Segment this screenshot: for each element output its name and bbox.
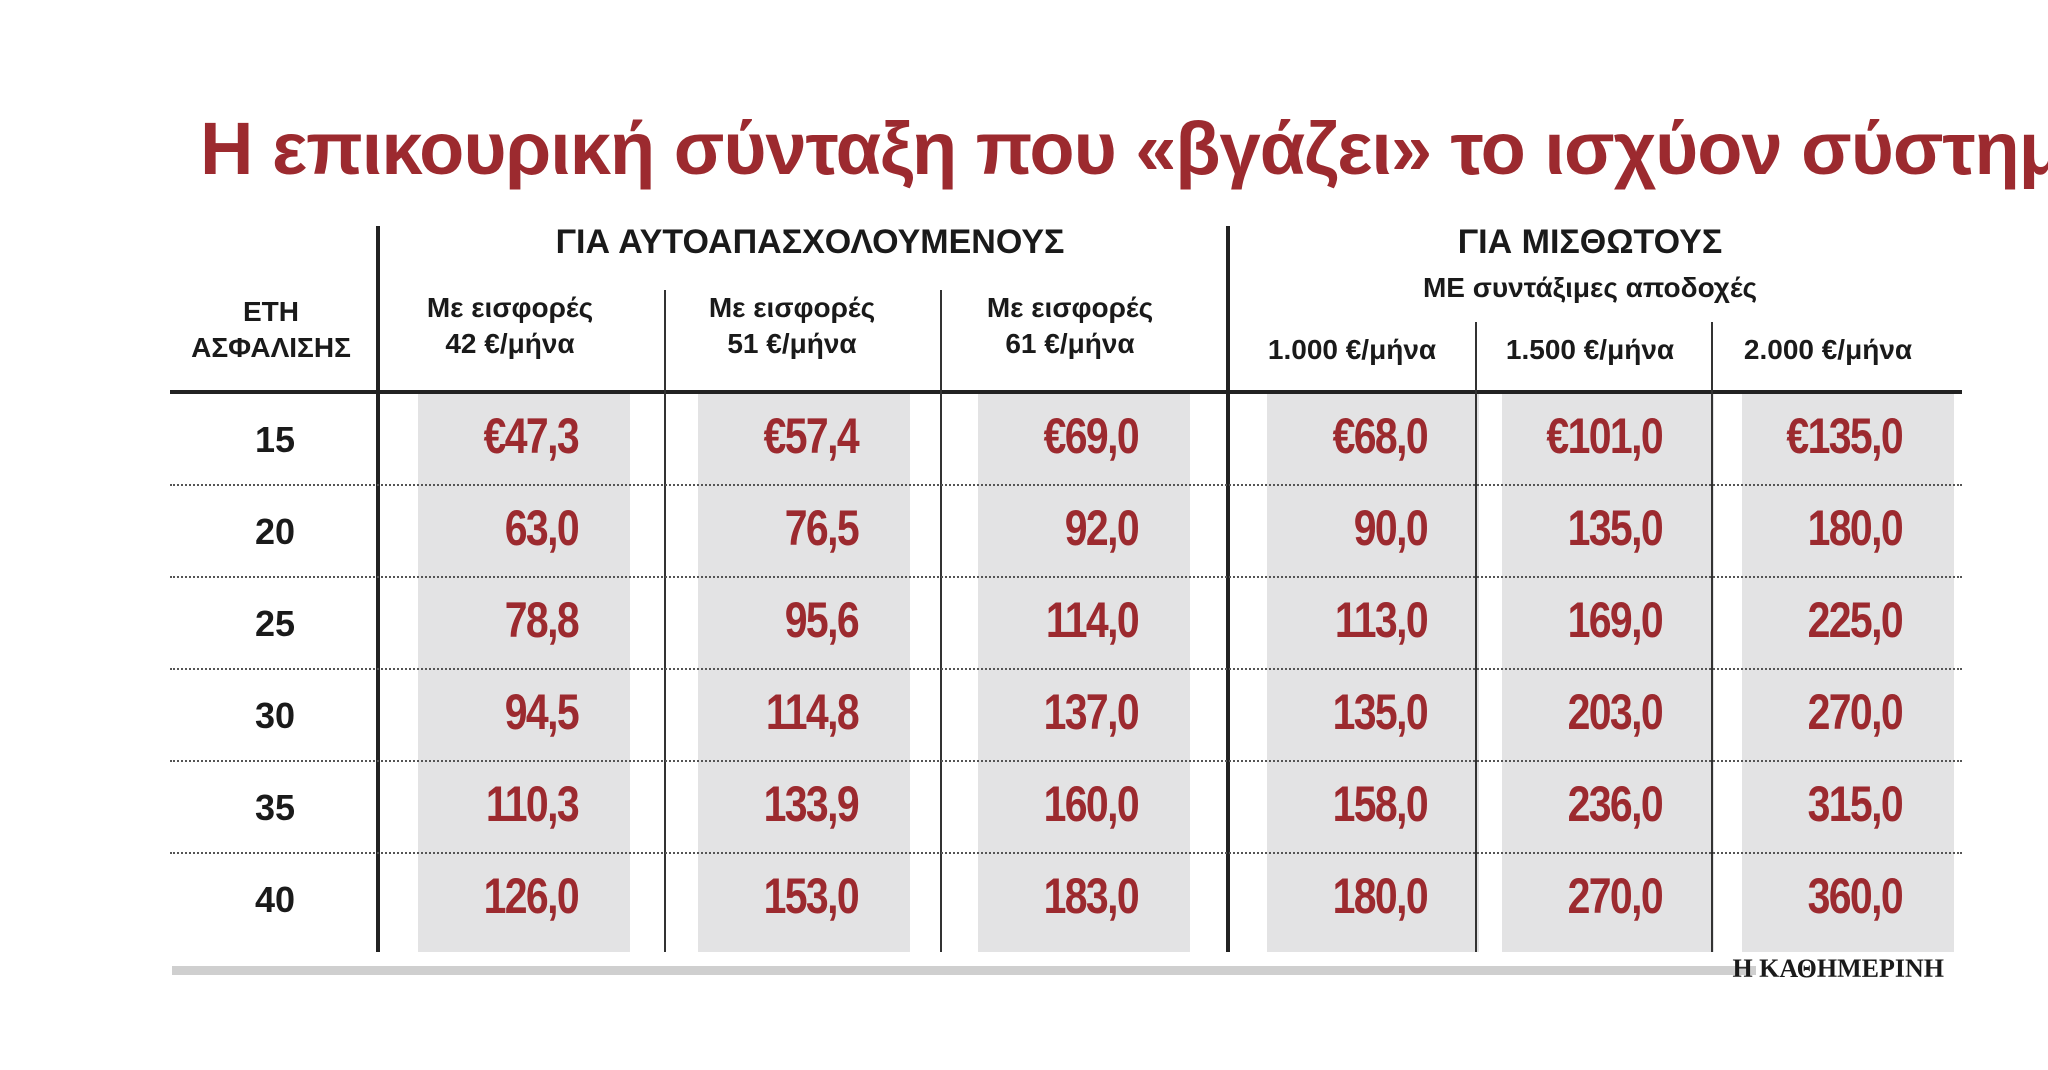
table-cell-value: 236,0 xyxy=(1567,776,1664,832)
column-shade xyxy=(1267,394,1479,952)
row-years: 30 xyxy=(254,695,296,736)
table-cell-value: 315,0 xyxy=(1807,776,1904,832)
column-header-line: 61 €/μήνα xyxy=(1005,328,1135,359)
row-separator xyxy=(170,668,1962,670)
row-years: 40 xyxy=(254,879,296,920)
table-cell-value: €69,0 xyxy=(1043,408,1140,464)
row-years: 20 xyxy=(254,511,296,552)
table-cell-value: 76,5 xyxy=(784,500,860,556)
divider-rowhead xyxy=(376,226,380,952)
row-separator xyxy=(170,760,1962,762)
column-divider xyxy=(940,290,942,952)
group-title-employees: ΓΙΑ ΜΙΣΘΩΤΟΥΣ xyxy=(1457,223,1723,261)
row-years: 15 xyxy=(254,419,296,460)
column-header-line: Με εισφορές xyxy=(426,292,594,323)
table-cell-value: €135,0 xyxy=(1786,408,1903,464)
table-cell-value: 95,6 xyxy=(784,592,860,648)
divider-groups xyxy=(1226,226,1230,952)
column-header-line: 51 €/μήνα xyxy=(727,328,857,359)
table-cell-value: 110,3 xyxy=(485,776,580,832)
column-shade xyxy=(1502,394,1714,952)
table-cell-value: 78,8 xyxy=(504,592,580,648)
table-cell-value: €68,0 xyxy=(1332,408,1429,464)
table-cell-value: 135,0 xyxy=(1567,500,1664,556)
table-cell-value: 114,0 xyxy=(1045,592,1140,648)
row-separator xyxy=(170,484,1962,486)
column-header-line: 2.000 €/μήνα xyxy=(1743,334,1913,365)
table-cell-value: 90,0 xyxy=(1353,500,1429,556)
table-cell-value: 133,9 xyxy=(763,776,860,832)
column-header-line: Με εισφορές xyxy=(986,292,1154,323)
column-shade xyxy=(1742,394,1954,952)
column-shade xyxy=(978,394,1190,952)
table-cell-value: 63,0 xyxy=(504,500,580,556)
table-cell-value: 153,0 xyxy=(763,868,860,924)
group-title-self-employed: ΓΙΑ ΑΥΤΟΑΠΑΣΧΟΛΟΥΜΕΝΟΥΣ xyxy=(555,223,1065,261)
column-divider xyxy=(1711,322,1713,952)
column-divider xyxy=(1475,322,1477,952)
table-cell-value: 126,0 xyxy=(483,868,580,924)
table-cell-value: 183,0 xyxy=(1043,868,1140,924)
row-header-line: ΑΣΦΑΛΙΣΗΣ xyxy=(191,332,351,363)
source-credit: Η ΚΑΘΗΜΕΡΙΝΗ xyxy=(1732,954,1944,983)
table-cell-value: 180,0 xyxy=(1332,868,1429,924)
table-cell-value: 114,8 xyxy=(765,684,860,740)
chart-title: Η επικουρική σύνταξη που «βγάζει» το ισχ… xyxy=(200,107,2048,190)
table-cell-value: 137,0 xyxy=(1043,684,1140,740)
column-header-line: 1.500 €/μήνα xyxy=(1505,334,1675,365)
column-divider xyxy=(664,290,666,952)
table-cell-value: 360,0 xyxy=(1807,868,1904,924)
row-separator xyxy=(170,852,1962,854)
column-header-line: Με εισφορές xyxy=(708,292,876,323)
table-cell-value: 270,0 xyxy=(1807,684,1904,740)
table-cell-value: €101,0 xyxy=(1546,408,1663,464)
table-cell-value: 225,0 xyxy=(1807,592,1904,648)
row-header-line: ΕΤΗ xyxy=(243,296,299,327)
column-header-line: 1.000 €/μήνα xyxy=(1267,334,1437,365)
column-header-line: 42 €/μήνα xyxy=(445,328,575,359)
footer-bar xyxy=(172,966,1756,975)
table-cell-value: 92,0 xyxy=(1064,500,1140,556)
row-separator xyxy=(170,576,1962,578)
row-years: 35 xyxy=(254,787,296,828)
row-years: 25 xyxy=(254,603,296,644)
table-cell-value: 180,0 xyxy=(1807,500,1904,556)
table-cell-value: 113,0 xyxy=(1334,592,1429,648)
header-divider xyxy=(170,390,1962,394)
table-cell-value: 160,0 xyxy=(1043,776,1140,832)
table-cell-value: €57,4 xyxy=(763,408,860,464)
table-cell-value: 203,0 xyxy=(1567,684,1664,740)
table-cell-value: 270,0 xyxy=(1567,868,1664,924)
table-cell-value: €47,3 xyxy=(483,408,580,464)
table-cell-value: 135,0 xyxy=(1332,684,1429,740)
column-shade xyxy=(418,394,630,952)
table-cell-value: 169,0 xyxy=(1567,592,1664,648)
table-cell-value: 158,0 xyxy=(1332,776,1429,832)
column-shade xyxy=(698,394,910,952)
group-subtitle-employees: ΜΕ συντάξιμες αποδοχές xyxy=(1422,272,1758,303)
table-cell-value: 94,5 xyxy=(504,684,580,740)
